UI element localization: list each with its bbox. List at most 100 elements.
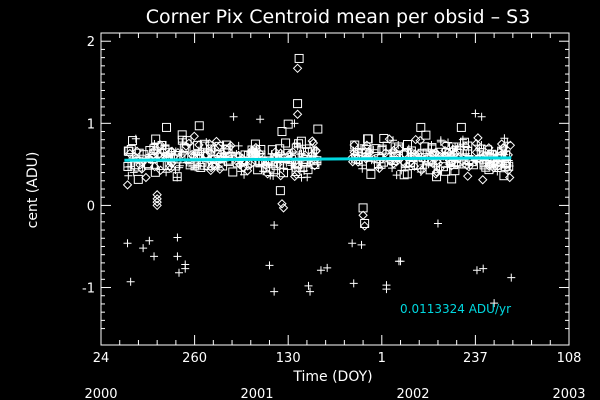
year-label: 2003	[552, 387, 585, 400]
square-point	[269, 165, 279, 175]
plus-point	[479, 159, 488, 168]
plus-point	[507, 273, 516, 282]
plus-point	[234, 141, 243, 150]
square-point	[303, 165, 313, 175]
plus-point	[270, 221, 279, 230]
plus-point	[145, 236, 154, 245]
diamond-point	[210, 143, 220, 154]
plus-point	[194, 161, 203, 170]
diamond-point	[275, 170, 286, 181]
plus-point	[270, 287, 279, 296]
plus-point	[475, 144, 484, 153]
square-point	[394, 142, 404, 152]
diamond-point	[505, 172, 515, 183]
year-axis: 2000 2001 2002 2003	[84, 387, 585, 400]
square-point	[416, 122, 426, 132]
diamond-point	[292, 109, 303, 119]
plus-point	[181, 260, 190, 269]
plus-point	[191, 150, 200, 159]
plus-point	[304, 281, 313, 290]
plus-point	[173, 252, 182, 261]
diamond-point	[485, 160, 496, 170]
plus-point	[388, 160, 397, 169]
square-point	[298, 163, 308, 173]
plus-point	[178, 138, 187, 147]
square-point	[162, 122, 172, 132]
plus-point	[175, 163, 184, 172]
plus-point	[175, 161, 184, 170]
plus-point	[316, 266, 325, 275]
square-point	[376, 159, 386, 169]
square-point	[133, 174, 143, 184]
plus-point	[349, 146, 358, 155]
plus-point	[150, 252, 159, 261]
diamond-point	[215, 154, 226, 165]
diamond-point	[415, 135, 425, 146]
diamond-point	[435, 151, 446, 162]
plus-point	[357, 240, 366, 249]
diamond-point	[462, 171, 473, 181]
diamond-point	[409, 161, 420, 171]
diamond-point	[278, 203, 289, 213]
square-point	[249, 149, 259, 159]
square-point	[484, 165, 494, 175]
square-point	[350, 140, 360, 150]
plus-point	[229, 112, 238, 121]
square-point	[296, 136, 306, 146]
square-point	[371, 144, 381, 154]
square-point	[190, 161, 200, 171]
diamond-point	[384, 134, 395, 144]
square-point	[228, 167, 238, 177]
plus-point	[455, 142, 464, 151]
diamond-point	[194, 140, 204, 150]
square-point	[193, 140, 203, 150]
plus-point	[490, 299, 499, 308]
y-tick-label: 1	[87, 117, 95, 132]
diamond-point	[210, 160, 221, 171]
square-point	[267, 145, 277, 155]
square-point	[214, 141, 224, 151]
plus-point	[279, 164, 288, 173]
plus-point	[382, 285, 391, 294]
plus-point	[348, 239, 357, 248]
diamond-point	[158, 147, 168, 157]
plus-point	[265, 261, 274, 270]
diamond-point	[364, 147, 374, 158]
plus-point	[256, 115, 265, 124]
diamond-point	[181, 141, 191, 151]
plus-point	[472, 266, 481, 275]
x-axis-label: Time (DOY)	[292, 369, 372, 385]
square-point	[363, 134, 373, 144]
plus-point	[129, 168, 138, 177]
square-point	[302, 147, 312, 157]
square-point	[360, 218, 370, 228]
plus-point	[477, 112, 486, 121]
diamond-point	[211, 136, 222, 147]
plus-point	[323, 263, 332, 272]
y-axis-label: cent (ADU)	[25, 152, 41, 229]
plus-point	[500, 134, 509, 143]
square-point	[438, 162, 448, 172]
square-point	[156, 161, 166, 171]
square-point	[413, 160, 423, 170]
square-point	[294, 139, 304, 149]
diamond-point	[359, 221, 370, 231]
square-point	[172, 172, 182, 182]
square-point	[377, 144, 387, 154]
x-tick-label: 108	[557, 351, 582, 366]
diamond-point	[152, 197, 162, 207]
square-point	[150, 167, 160, 177]
x-tick-label: 130	[276, 351, 301, 366]
square-point	[421, 130, 431, 140]
square-point	[402, 140, 412, 150]
diamond-point	[388, 158, 399, 169]
x-tick-label: 260	[182, 351, 207, 366]
square-point	[379, 133, 389, 143]
diamond-point	[277, 199, 287, 209]
diamond-point	[233, 158, 244, 168]
plus-point	[173, 173, 182, 182]
diamond-point	[362, 140, 372, 150]
plus-point	[451, 142, 460, 151]
diamond-point	[483, 161, 494, 171]
diamond-point	[173, 147, 183, 158]
